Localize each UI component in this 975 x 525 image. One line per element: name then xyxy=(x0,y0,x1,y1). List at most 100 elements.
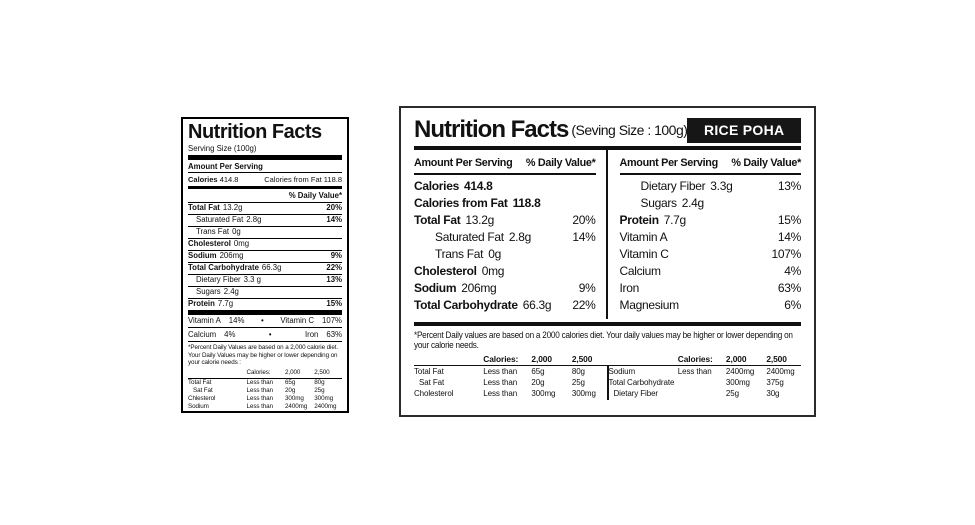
nutrient-amount: 0mg xyxy=(481,263,505,278)
separator-bar-thick xyxy=(188,154,342,160)
nutrient-row: Dietary Fiber 3.3g 13% xyxy=(620,178,802,195)
row-2500-value: 375g xyxy=(766,378,784,388)
nutrient-name: Cholesterol xyxy=(414,263,477,278)
col-2000-header: 2,000 xyxy=(725,354,747,365)
nutrient-amount: 206mg xyxy=(219,250,244,260)
separator-bar-thick xyxy=(414,321,801,326)
col-2500-header: 2,500 xyxy=(571,354,593,365)
row-2000-value: 20g xyxy=(285,386,296,394)
product-badge: RICE POHA xyxy=(687,117,801,143)
table-left-half: Total Fat Less than 65g 80g Sat Fat Less than… xyxy=(414,366,607,399)
row-nutrient: Sat Fat xyxy=(193,386,213,394)
nutrient-amount: 2.8g xyxy=(246,214,262,224)
daily-value-header: % Daily Value* xyxy=(525,157,596,170)
table-row: Sat Fat Less than 20g 25g xyxy=(414,378,607,389)
row-qualifier xyxy=(678,389,726,400)
nutrition-facts-title: Nutrition Facts xyxy=(188,121,322,143)
calories-label: Calories xyxy=(188,175,218,185)
table-row: Cholesterol Less than 300mg 300mg xyxy=(414,389,607,400)
table-row: Sat Fat Less than 20g 25g xyxy=(188,387,342,395)
nutrient-name: Sodium xyxy=(188,250,217,260)
amount-per-serving-header: Amount Per Serving xyxy=(619,157,719,170)
nutrient-row: Calcium 4% xyxy=(620,263,802,280)
nutrient-row: Sodium 206mg 9% xyxy=(188,251,342,263)
vitamin-name: Vitamin A xyxy=(188,316,221,326)
row-nutrient: Total Carbohydrate xyxy=(188,412,247,413)
row-2000-value: 300mg xyxy=(285,412,314,413)
table-body: Total Fat Less than 65g 80g Sat Fat Less than… xyxy=(414,366,801,403)
row-2500-value: 80g xyxy=(314,378,325,386)
daily-value-percent: 14% xyxy=(326,214,342,224)
row-2000-value: 2400mg xyxy=(285,403,308,411)
nutrient-row: Total Fat 13.2g 20% xyxy=(188,203,342,215)
nutrient-amount: 0mg xyxy=(233,238,250,248)
table-row: Total Fat Less than 65g 80g xyxy=(414,367,607,378)
nutrient-amount: 3.3 g xyxy=(243,274,261,284)
row-qualifier: Less than xyxy=(677,367,712,377)
calories-pair: Calories 414.8 xyxy=(188,175,238,184)
row-2000-value: 300mg xyxy=(725,378,750,388)
row-nutrient: Total Fat xyxy=(188,378,212,386)
row-2000-value: 65g xyxy=(285,378,296,386)
label-header: Nutrition Facts (Seving Size : 100g) RIC… xyxy=(414,116,801,143)
dv-reference-table: Calories: 2,000 2,500 Calories: 2,000 2,500 … xyxy=(414,354,801,404)
dv-reference-table: Calories: 2,000 2,500 Total Fat Less than 65g… xyxy=(188,369,342,413)
column-header: Amount Per Serving % Daily Value* xyxy=(619,152,801,176)
daily-value-percent: 9% xyxy=(330,250,342,260)
daily-value-percent: 14% xyxy=(777,230,801,245)
nutrient-name: Protein xyxy=(619,213,660,228)
nutrient-row: Saturated Fat 2.8g 14% xyxy=(188,215,342,227)
nutrient-name: Total Carbohydrate xyxy=(414,297,518,312)
left-column: Amount Per Serving % Daily Value* Calori… xyxy=(414,150,606,318)
nutrient-name: Vitamin A xyxy=(619,230,668,245)
separator-bar-thick xyxy=(188,309,342,315)
nutrient-name: Protein xyxy=(188,298,215,308)
row-qualifier: Less than xyxy=(246,403,274,411)
vitamin-value: 4% xyxy=(224,329,236,339)
daily-value-percent: 107% xyxy=(771,247,802,262)
calories-from-fat: Calories from Fat 118.8 xyxy=(264,175,342,185)
daily-value-percent: 13% xyxy=(777,179,801,194)
nutrient-amount: 206mg xyxy=(461,280,497,295)
nutrient-row: Cholesterol 0mg xyxy=(414,263,596,280)
row-2500-value: 2400mg xyxy=(314,403,337,411)
empty-cell xyxy=(609,354,678,365)
serving-size: Serving Size (100g) xyxy=(188,143,257,153)
vitamin-value: 14% xyxy=(228,316,245,326)
nutrient-amount: 7.7g xyxy=(663,213,686,228)
nutrient-name: Cholesterol xyxy=(188,238,231,248)
table-row: Sodium Less than 2400mg 2400mg xyxy=(609,367,802,378)
row-qualifier xyxy=(678,378,726,389)
nutrient-amount: 13.2g xyxy=(465,213,494,228)
table-right-half: Sodium Less than 2400mg 2400mg Total Carbohy… xyxy=(609,366,802,399)
nutrient-row: Sugars 2.4g xyxy=(620,195,802,212)
nutrient-name: Sodium xyxy=(414,280,457,295)
row-2500-value: 30g xyxy=(766,389,780,399)
row-2500-value: 80g xyxy=(571,367,585,377)
row-nutrient: Sat Fat xyxy=(419,378,445,388)
row-2000-value: 300mg xyxy=(285,395,304,403)
nutrient-row: Calories 414.8 xyxy=(414,178,596,195)
table-row: Chlesterol Less than 300mg 300mg xyxy=(188,395,342,403)
vitamin-left: Calcium 4% xyxy=(188,330,235,339)
nutrition-label-small: Nutrition Facts Serving Size (100g) Amou… xyxy=(181,117,349,413)
daily-value-percent: 6% xyxy=(784,297,801,312)
footnote: *Percent Daily values are based on a 200… xyxy=(414,329,793,351)
amount-per-serving-header: Amount Per Serving xyxy=(414,157,513,170)
row-nutrient: Sodium xyxy=(608,367,636,377)
table-row: Dietary Fiber 25g 30g xyxy=(609,389,802,400)
calories-row: Calories 414.8 Calories from Fat 118.8 xyxy=(188,173,342,186)
nutrient-amount: 2.4g xyxy=(681,196,704,211)
row-2500-value: 2400mg xyxy=(766,367,795,377)
row-2500-value: 25g xyxy=(314,386,325,394)
table-header-row: Calories: 2,000 2,500 Calories: 2,000 2,500 xyxy=(414,354,801,367)
nutrient-name: Saturated Fat xyxy=(435,230,504,245)
vitamin-left: Vitamin A 14% xyxy=(188,316,244,325)
daily-value-header: % Daily Value* xyxy=(731,157,801,170)
vitamin-right: Iron 63% xyxy=(305,330,342,339)
col-2500-header: 2,500 xyxy=(314,369,330,377)
vitamin-value: 107% xyxy=(322,316,342,326)
row-2500-value: 25g xyxy=(571,378,585,388)
